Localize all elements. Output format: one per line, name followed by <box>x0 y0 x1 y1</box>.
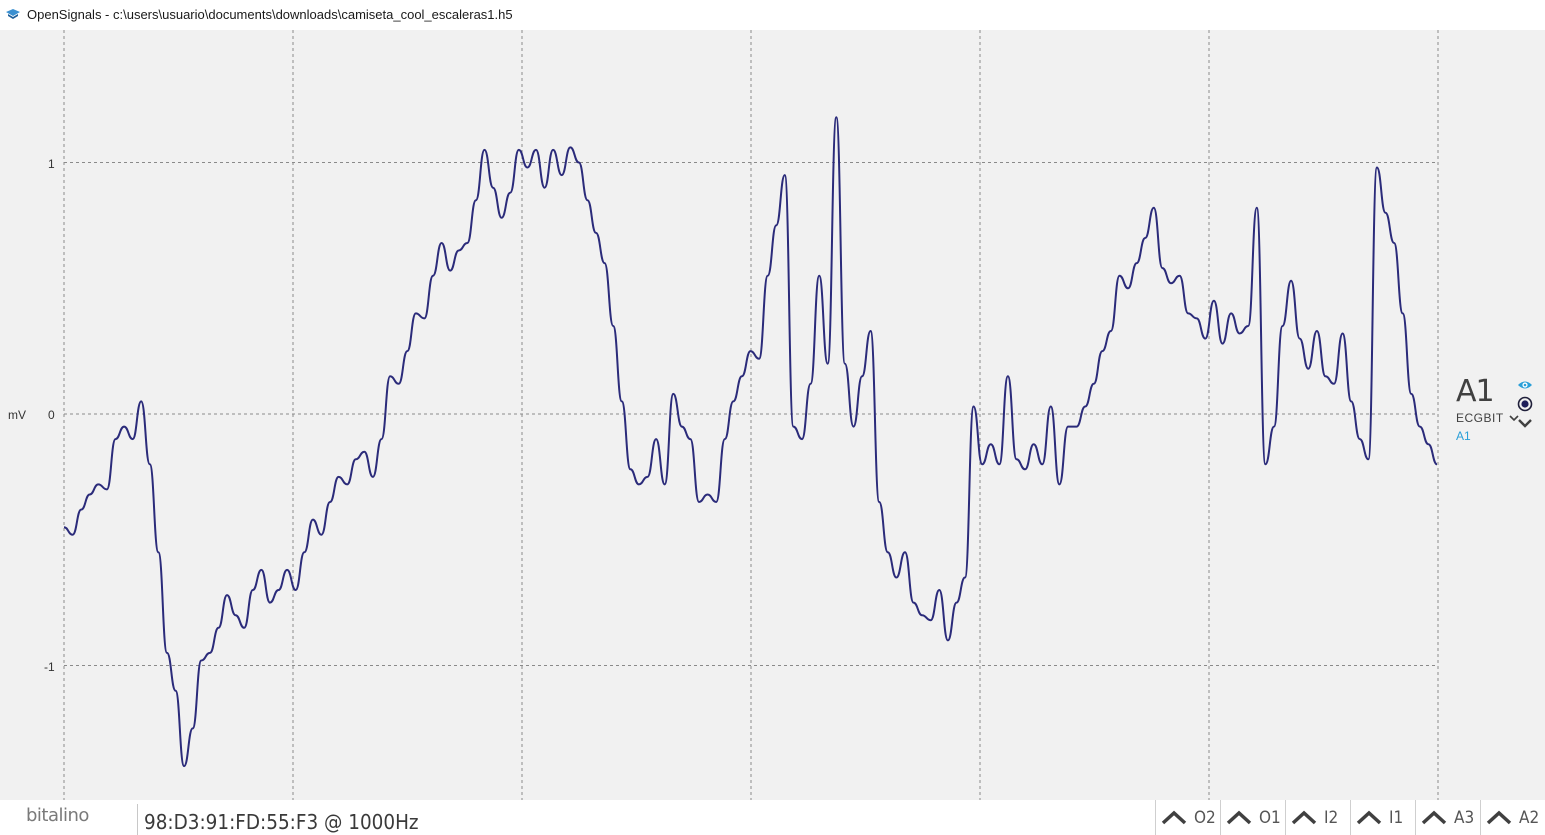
channel-tab-o2[interactable]: O2 <box>1155 800 1220 835</box>
channel-tab-i1[interactable]: I1 <box>1350 800 1415 835</box>
device-info: 98:D3:91:FD:55:F3 @ 1000Hz <box>144 810 419 834</box>
channel-name: A1 <box>1456 374 1495 409</box>
channel-tab-a3[interactable]: A3 <box>1415 800 1480 835</box>
bitalino-logo: bitalino <box>26 805 89 826</box>
chevron-up-icon <box>1291 810 1317 825</box>
channel-tab-o1[interactable]: O1 <box>1220 800 1285 835</box>
chevron-up-icon <box>1486 810 1512 825</box>
channel-tab-label: A3 <box>1454 808 1475 828</box>
y-axis: mV 1 0 -1 <box>8 157 55 674</box>
channel-tab-a2[interactable]: A2 <box>1480 800 1545 835</box>
chevron-up-icon <box>1421 810 1447 825</box>
chevron-up-icon <box>1356 810 1382 825</box>
sensor-dropdown-chevron-icon <box>1509 415 1519 422</box>
channel-port-label: A1 <box>1456 429 1471 443</box>
y-tick-label: 1 <box>48 157 55 171</box>
title-bar: OpenSignals - c:\users\usuario\documents… <box>0 0 1545 30</box>
channel-tab-label: O2 <box>1194 808 1216 828</box>
signal-plot[interactable]: mV 1 0 -1 A1 ECGBIT A1 <box>0 30 1545 800</box>
status-bar: bitalino 98:D3:91:FD:55:F3 @ 1000Hz O2 O… <box>0 800 1545 835</box>
channel-tab-i2[interactable]: I2 <box>1285 800 1350 835</box>
chevron-down-icon[interactable] <box>1517 417 1533 429</box>
plot-canvas[interactable]: mV 1 0 -1 <box>0 30 1545 800</box>
record-icon[interactable] <box>1517 396 1533 412</box>
y-tick-label: 0 <box>48 408 55 422</box>
channel-tabs: O2 O1 I2 I1 A3 A2 <box>1155 800 1545 835</box>
series-layer <box>63 116 1438 768</box>
channel-tab-label: A2 <box>1519 808 1540 828</box>
divider <box>137 804 138 835</box>
opensignals-app-icon <box>6 9 20 19</box>
chevron-up-icon <box>1161 810 1187 825</box>
channel-tab-label: I2 <box>1324 808 1339 828</box>
y-axis-unit-label: mV <box>8 408 26 422</box>
plot-grid <box>63 30 1439 800</box>
eye-icon[interactable] <box>1517 379 1533 391</box>
bitalino-logo-text: bitalino <box>26 805 89 826</box>
channel-tab-label: O1 <box>1259 808 1281 828</box>
channel-sensor-label: ECGBIT <box>1456 411 1504 425</box>
window-title: OpenSignals - c:\users\usuario\documents… <box>27 7 513 22</box>
chevron-up-icon <box>1226 810 1252 825</box>
channel-sensor-selector[interactable]: ECGBIT <box>1456 411 1519 425</box>
signal-line <box>63 116 1438 768</box>
channel-tab-label: I1 <box>1389 808 1404 828</box>
y-tick-label: -1 <box>44 660 55 674</box>
